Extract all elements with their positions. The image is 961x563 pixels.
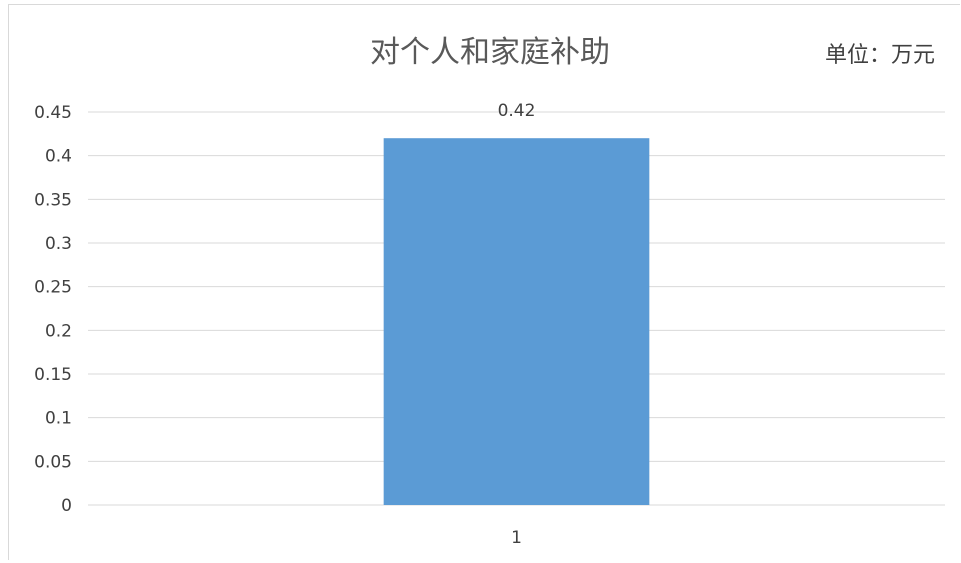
y-tick-label: 0.05 [34,452,72,472]
data-labels: 0.42 [498,101,536,121]
chart-title: 对个人和家庭补助 [370,35,610,70]
y-tick-label: 0.1 [45,409,72,429]
bar-data-label: 0.42 [498,101,536,121]
y-tick-label: 0.35 [34,190,72,210]
y-tick-label: 0.45 [34,103,72,123]
unit-label: 单位：万元 [825,43,935,68]
bar [384,138,650,505]
y-tick-label: 0.25 [34,278,72,298]
x-axis-ticks: 1 [511,528,522,548]
y-tick-label: 0.15 [34,365,72,385]
bars [384,138,650,505]
y-tick-label: 0.3 [45,234,72,254]
y-axis-ticks: 0 0.05 0.1 0.15 0.2 0.25 0.3 0.35 0.4 0.45 [34,103,72,516]
y-tick-label: 0.2 [45,321,72,341]
y-tick-label: 0 [61,496,72,516]
y-tick-label: 0.4 [45,147,72,167]
x-tick-label: 1 [511,528,522,548]
